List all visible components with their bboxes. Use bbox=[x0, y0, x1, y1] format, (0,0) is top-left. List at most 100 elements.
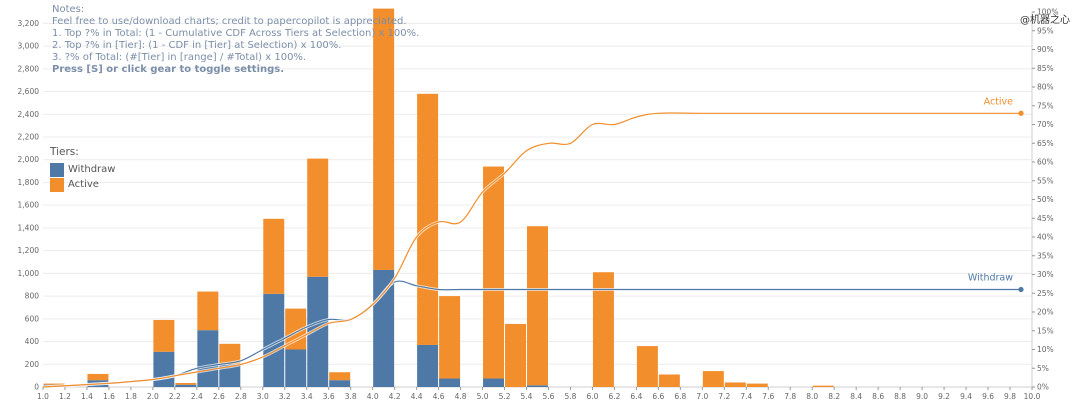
bar-active bbox=[417, 93, 439, 345]
x-tick-label: 6.8 bbox=[674, 392, 686, 401]
x-tick-label: 3.4 bbox=[301, 392, 313, 401]
legend-label: Withdraw bbox=[68, 164, 116, 175]
x-tick-label: 3.0 bbox=[257, 392, 269, 401]
x-tick-label: 1.2 bbox=[59, 392, 71, 401]
legend-label: Active bbox=[68, 179, 99, 190]
x-tick-label: 2.2 bbox=[169, 392, 181, 401]
bar-withdraw bbox=[439, 378, 461, 387]
bar-active bbox=[592, 272, 614, 387]
legend-swatch-withdraw bbox=[50, 162, 64, 177]
bar-withdraw bbox=[219, 364, 241, 387]
y-axis-right: 0% 5% 10% 15% 20% 25% 30% 35% 40% 45% 50% 55% 60% 65%… bbox=[1031, 8, 1058, 392]
y2-tick-label: 30% bbox=[1037, 270, 1054, 279]
y2-tick-label: 0% bbox=[1037, 383, 1049, 392]
x-tick-label: 1.0 bbox=[37, 392, 49, 401]
notes-hint: Press [S] or click gear to toggle settin… bbox=[52, 64, 285, 75]
notes-line: 2. Top ?% in [Tier]: (1 - CDF in [Tier] … bbox=[52, 40, 342, 51]
y2-tick-label: 75% bbox=[1037, 101, 1054, 110]
bar-withdraw bbox=[373, 269, 395, 387]
x-tick-label: 9.0 bbox=[916, 392, 928, 401]
x-tick-label: 4.0 bbox=[367, 392, 379, 401]
cumulative-line-active bbox=[42, 112, 1021, 388]
bar-active bbox=[329, 372, 351, 381]
cumulative-line-end-active bbox=[1018, 110, 1024, 116]
x-tick-label: 5.8 bbox=[564, 392, 576, 401]
y-tick-label: 1,400 bbox=[18, 223, 40, 232]
y-tick-label: 1,200 bbox=[18, 246, 40, 255]
y-tick-label: 3,000 bbox=[18, 42, 40, 51]
x-tick-label: 9.8 bbox=[1004, 392, 1016, 401]
legend-swatch-active bbox=[50, 177, 64, 192]
x-axis: 1.0 1.2 1.4 1.6 1.8 2.0 2.2 2.4 2.6 2.8 3.0 3.2 3.4 3… bbox=[37, 387, 1041, 401]
y2-tick-label: 45% bbox=[1037, 214, 1054, 223]
bar-active bbox=[153, 319, 175, 352]
bar-active bbox=[812, 385, 834, 387]
notes-line: 3. ?% of Total: (#[Tier] in [range] / #T… bbox=[52, 52, 307, 63]
y2-tick-label: 80% bbox=[1037, 83, 1054, 92]
x-tick-label: 8.2 bbox=[828, 392, 840, 401]
y2-tick-label: 60% bbox=[1037, 158, 1054, 167]
y2-tick-label: 35% bbox=[1037, 251, 1054, 260]
bar-active bbox=[702, 371, 724, 387]
legend-item-active[interactable]: Active bbox=[50, 177, 115, 192]
series-label-active: Active bbox=[984, 96, 1014, 107]
legend-item-withdraw[interactable]: Withdraw bbox=[50, 162, 115, 177]
bar-active bbox=[724, 382, 746, 387]
series-end-labels: Withdraw Active bbox=[968, 96, 1013, 283]
series-label-withdraw: Withdraw bbox=[968, 273, 1013, 284]
bar-withdraw bbox=[417, 344, 439, 387]
watermark: @机器之心 bbox=[1020, 15, 1070, 26]
y2-tick-label: 90% bbox=[1037, 45, 1054, 54]
x-tick-label: 5.6 bbox=[543, 392, 555, 401]
x-tick-label: 9.2 bbox=[938, 392, 950, 401]
x-tick-label: 7.6 bbox=[762, 392, 774, 401]
x-tick-label: 4.2 bbox=[389, 392, 401, 401]
x-tick-label: 1.4 bbox=[81, 392, 93, 401]
x-tick-label: 1.8 bbox=[125, 392, 137, 401]
x-tick-label: 7.8 bbox=[784, 392, 796, 401]
x-tick-label: 5.4 bbox=[521, 392, 533, 401]
y-tick-label: 200 bbox=[25, 360, 40, 369]
bar-active bbox=[197, 291, 219, 331]
x-tick-label: 7.0 bbox=[696, 392, 708, 401]
y2-tick-label: 50% bbox=[1037, 195, 1054, 204]
y-tick-label: 2,400 bbox=[18, 110, 40, 119]
x-tick-label: 3.6 bbox=[323, 392, 335, 401]
legend: Tiers: Withdraw Active bbox=[50, 146, 115, 192]
x-tick-label: 1.6 bbox=[103, 392, 115, 401]
x-tick-label: 5.0 bbox=[477, 392, 489, 401]
cumulative-line-end-withdraw bbox=[1018, 286, 1024, 293]
notes-line: 1. Top ?% in Total: (1 - Cumulative CDF … bbox=[52, 28, 420, 39]
x-tick-label: 6.4 bbox=[630, 392, 642, 401]
x-tick-label: 3.2 bbox=[279, 392, 291, 401]
x-tick-label: 8.4 bbox=[850, 392, 862, 401]
x-tick-label: 8.6 bbox=[872, 392, 884, 401]
bar-withdraw bbox=[197, 330, 219, 387]
bar-active bbox=[87, 373, 109, 381]
x-tick-label: 8.0 bbox=[806, 392, 818, 401]
bar-active bbox=[439, 296, 461, 379]
x-tick-label: 4.4 bbox=[411, 392, 423, 401]
bar-withdraw bbox=[329, 380, 351, 387]
bar-active bbox=[307, 158, 329, 277]
x-tick-label: 2.6 bbox=[213, 392, 225, 401]
x-tick-label: 9.6 bbox=[982, 392, 994, 401]
bar-withdraw bbox=[307, 276, 329, 387]
y-axis-left: 0 200 400 600 800 1,000 1,200 1,400 1,600 1,800 2,… bbox=[18, 19, 40, 392]
notes-panel: Notes: Feel free to use/download charts;… bbox=[52, 4, 419, 76]
bar-active bbox=[175, 383, 197, 385]
bar-active bbox=[483, 166, 505, 379]
y-tick-label: 3,200 bbox=[18, 19, 40, 28]
x-tick-label: 2.8 bbox=[235, 392, 247, 401]
cumulative-lines-group bbox=[42, 110, 1024, 389]
bar-withdraw bbox=[483, 378, 505, 387]
x-tick-label: 10.0 bbox=[1024, 392, 1041, 401]
y-tick-label: 1,600 bbox=[18, 201, 40, 210]
y-tick-label: 2,600 bbox=[18, 87, 40, 96]
bar-active bbox=[285, 308, 307, 350]
bar-active bbox=[219, 343, 241, 365]
bar-withdraw bbox=[153, 351, 175, 387]
bar-withdraw bbox=[263, 293, 285, 387]
y2-tick-label: 95% bbox=[1037, 26, 1054, 35]
notes-heading: Notes: bbox=[52, 4, 85, 15]
